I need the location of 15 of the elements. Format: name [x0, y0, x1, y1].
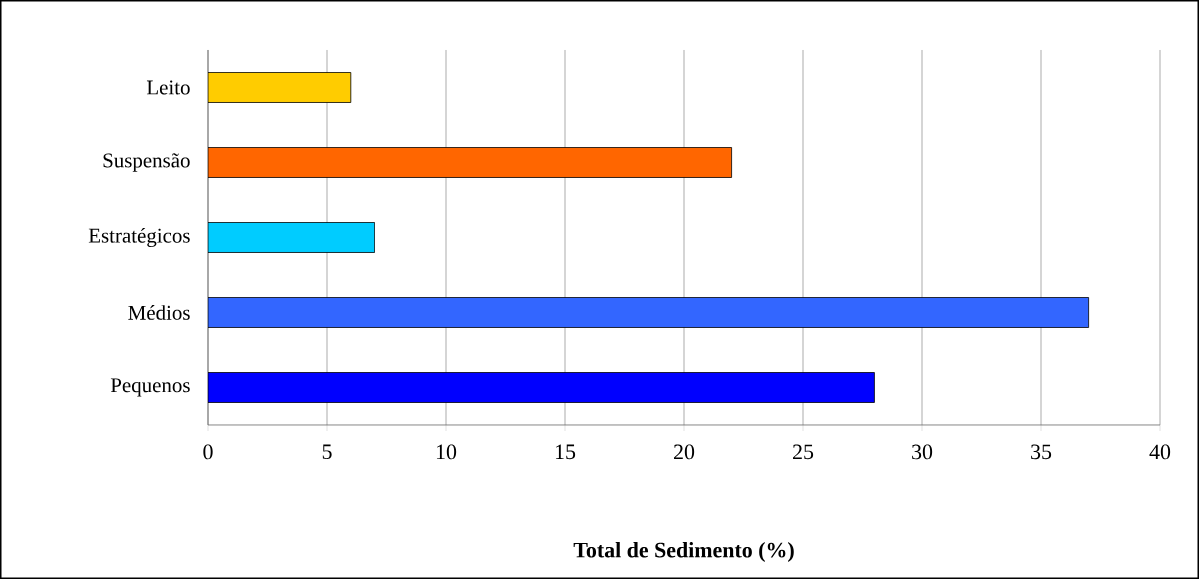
y-tick-label: Suspensão: [103, 153, 190, 172]
y-tick-label: Pequenos: [110, 378, 190, 397]
x-tick-label: 20: [674, 444, 695, 460]
x-axis-title: Total de Sedimento (%): [573, 542, 794, 562]
y-tick-label: Médios: [128, 305, 190, 320]
x-tick-label: 30: [912, 444, 933, 460]
x-tick-label: 15: [555, 444, 576, 460]
x-tick-label: 40: [1149, 444, 1171, 460]
x-tick-label: 10: [436, 444, 457, 460]
x-tick-label: 25: [793, 444, 814, 460]
y-tick-label: Leito: [146, 80, 190, 95]
y-tick-label: Estratégicos: [88, 227, 190, 248]
x-tick-label: 0: [203, 444, 213, 460]
x-tick-label: 35: [1031, 444, 1052, 460]
x-tick-label: 5: [322, 444, 332, 460]
